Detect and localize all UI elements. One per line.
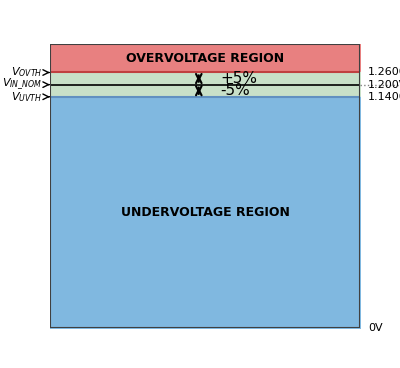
Text: 1.200V: 1.200V <box>368 79 400 90</box>
Text: OVERVOLTAGE REGION: OVERVOLTAGE REGION <box>126 52 284 65</box>
Text: $V_{UVTH}$: $V_{UVTH}$ <box>11 90 42 104</box>
Text: +5%: +5% <box>220 71 258 86</box>
Text: 0V: 0V <box>368 322 383 333</box>
Text: 1.2600V: 1.2600V <box>368 67 400 78</box>
Text: $V_{OVTH}$: $V_{OVTH}$ <box>10 66 42 79</box>
Text: $V_{IN\_NOM}$: $V_{IN\_NOM}$ <box>2 77 42 92</box>
Text: 1.1400V: 1.1400V <box>368 92 400 102</box>
Text: -5%: -5% <box>220 83 250 98</box>
Text: UNDERVOLTAGE REGION: UNDERVOLTAGE REGION <box>120 206 290 219</box>
